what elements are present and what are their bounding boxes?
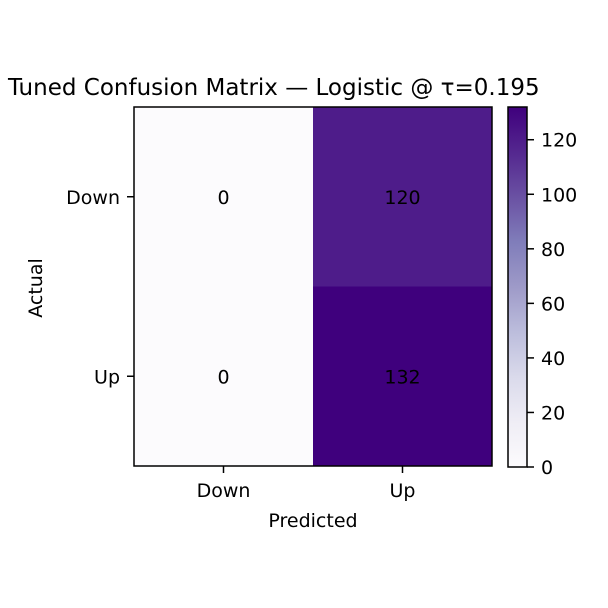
x-axis-label: Predicted <box>268 510 357 532</box>
cell-value-label: 132 <box>384 366 420 388</box>
x-tick-label: Up <box>390 480 416 502</box>
heatmap-cell <box>134 107 313 287</box>
y-tick-label: Up <box>94 366 120 388</box>
heatmap-cells <box>134 107 492 466</box>
chart-title: Tuned Confusion Matrix — Logistic @ τ=0.… <box>7 75 540 101</box>
y-axis-label: Actual <box>25 258 47 318</box>
heatmap-cell <box>313 107 492 287</box>
y-axis-ticks: Down Up <box>66 187 134 388</box>
colorbar-tick-label: 80 <box>541 239 565 261</box>
colorbar <box>508 107 527 467</box>
colorbar-ticks: 0 20 40 60 80 100 120 <box>527 130 577 479</box>
cell-value-label: 0 <box>217 187 229 209</box>
colorbar-tick-label: 100 <box>541 184 577 206</box>
cell-value-label: 0 <box>217 366 229 388</box>
cell-value-label: 120 <box>384 187 420 209</box>
colorbar-tick-label: 20 <box>541 402 565 424</box>
colorbar-tick-label: 0 <box>541 457 553 479</box>
heatmap-cell-labels: 0 120 0 132 <box>217 187 420 389</box>
colorbar-frame <box>507 106 528 468</box>
heatmap-cell <box>313 286 492 466</box>
heatmap-cell <box>134 286 313 466</box>
y-tick-label: Down <box>66 187 120 209</box>
colorbar-tick-label: 120 <box>541 130 577 152</box>
colorbar-tick-label: 60 <box>541 293 565 315</box>
x-axis-ticks: Down Up <box>197 466 416 502</box>
plot-frame <box>133 106 493 467</box>
colorbar-tick-label: 40 <box>541 348 565 370</box>
x-tick-label: Down <box>197 480 251 502</box>
